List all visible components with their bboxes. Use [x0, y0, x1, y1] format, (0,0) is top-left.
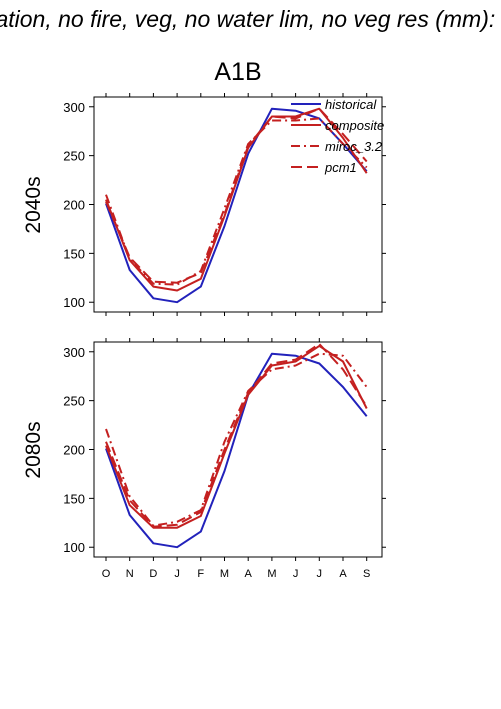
x-tick-label: D [149, 568, 157, 580]
series-line-historical-2080s [105, 352, 368, 549]
y-tick-label-2080s: 100 [63, 540, 85, 555]
figure-title: Precipitation, no fire, veg, no water li… [0, 6, 495, 32]
legend-label-pcm1: pcm1 [324, 160, 357, 175]
legend-label-composite: composite [325, 118, 384, 133]
y-tick-label-2080s: 200 [63, 443, 85, 458]
x-tick-label: A [245, 568, 253, 580]
panel-2040s: 2040s 100 150 200 250 300 historical composit… [22, 93, 386, 316]
series-line-pcm1-2080s [105, 343, 368, 528]
series-line-composite-2040s [105, 107, 368, 292]
series-line-miroc-3-2-2080s [105, 352, 368, 527]
x-tick-label: A [339, 568, 347, 580]
x-axis-2040s [105, 93, 368, 316]
y-tick-label-2080s: 250 [63, 394, 85, 409]
scenario-title: A1B [214, 58, 261, 86]
series-line-pcm1-2040s [105, 107, 368, 284]
y-axis-2080s: 100 150 200 250 300 [63, 345, 386, 555]
y-tick-label-2040s: 100 [63, 295, 85, 310]
y-tick-label-2040s: 250 [63, 149, 85, 164]
x-tick-label: J [317, 568, 323, 580]
y-tick-label-2040s: 150 [63, 246, 85, 261]
y-tick-label-2040s: 200 [63, 198, 85, 213]
x-tick-label: S [363, 568, 370, 580]
legend-label-historical: historical [325, 97, 377, 112]
x-tick-label: J [293, 568, 299, 580]
x-tick-label: J [174, 568, 180, 580]
series-lines-2080s [105, 343, 368, 549]
x-tick-label: F [197, 568, 204, 580]
legend-label-miroc-3-2: miroc_3.2 [325, 139, 383, 154]
panel-2080s: 2080s 100 150 200 250 300 O N D J F M A M J J A S [22, 338, 386, 580]
row-label-2040s: 2040s [22, 176, 45, 233]
series-lines-2040s [105, 107, 368, 304]
y-tick-label-2080s: 150 [63, 491, 85, 506]
x-tick-label: N [126, 568, 134, 580]
x-tick-label: O [102, 568, 111, 580]
legend: historical composite miroc_3.2 pcm1 [291, 97, 384, 175]
x-tick-label: M [267, 568, 276, 580]
x-tick-label: M [220, 568, 229, 580]
row-label-2080s: 2080s [22, 421, 45, 478]
series-line-miroc-3-2-2040s [105, 117, 368, 286]
y-axis-2040s: 100 150 200 250 300 [63, 100, 386, 310]
y-tick-label-2040s: 300 [63, 100, 85, 115]
series-line-historical-2040s [105, 107, 368, 304]
y-tick-label-2080s: 300 [63, 345, 85, 360]
series-line-composite-2080s [105, 344, 368, 529]
